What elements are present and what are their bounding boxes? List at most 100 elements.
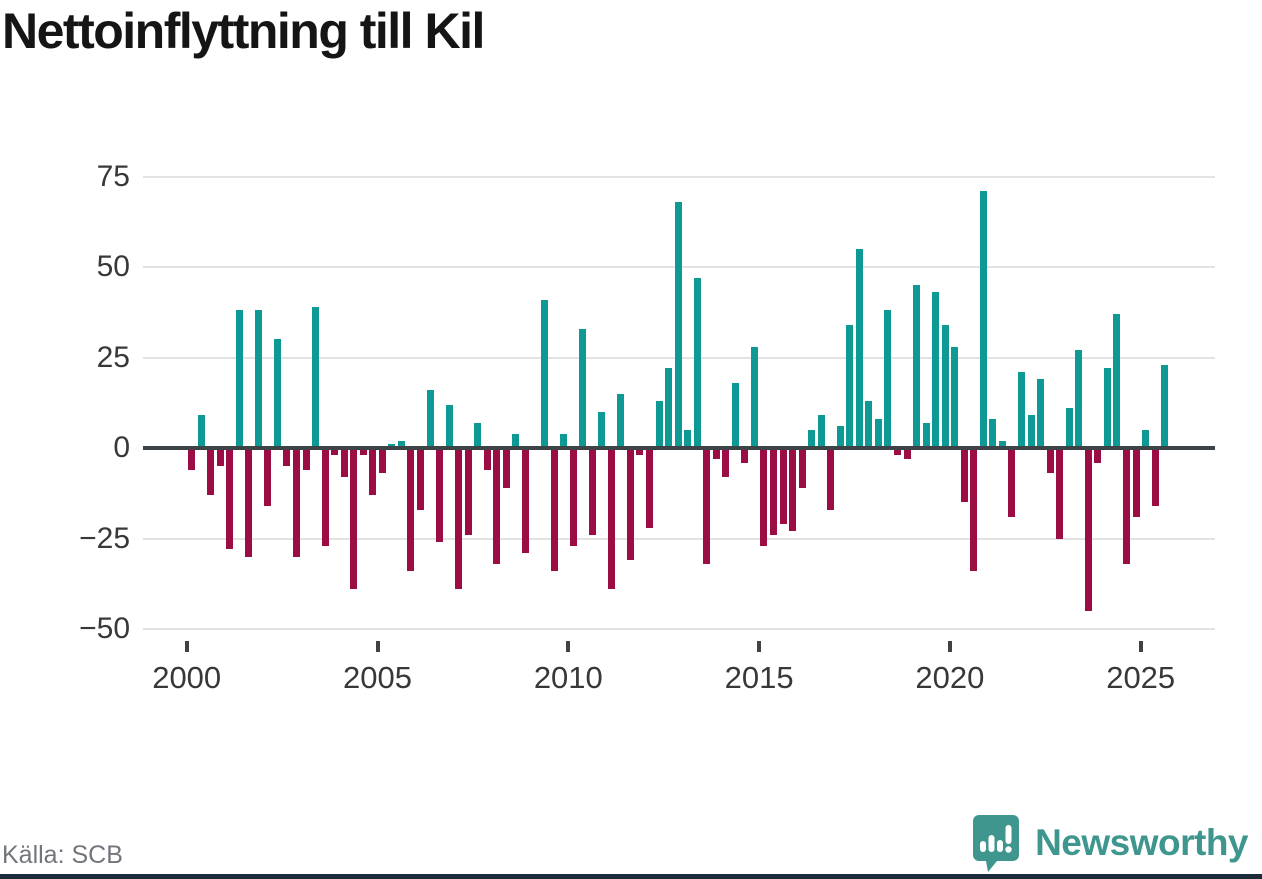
bar-positive [808,429,816,448]
x-axis-year-label: 2000 [152,660,222,695]
bar-negative [378,448,386,474]
bar-positive [312,306,319,448]
bar-positive [817,415,825,448]
bar-positive [913,285,920,448]
x-axis-year-label: 2005 [343,660,412,695]
bar-negative [1094,448,1102,463]
bar-positive [1103,368,1111,448]
bar-positive [1037,379,1045,448]
bar-negative [369,448,377,496]
bar-negative [1151,448,1159,506]
gridline [143,538,1215,540]
x-axis-tick-mark [757,641,762,652]
page-title: Nettoinflyttning till Kil [2,3,485,59]
bar-negative [903,448,911,459]
bar-negative [712,448,720,459]
bar-negative [216,448,224,467]
bar-negative [502,448,510,488]
bottom-accent-strip [0,874,1262,879]
bar-positive [197,415,205,448]
bar-negative [703,448,711,564]
bar-positive [1142,429,1149,448]
bar-negative [340,448,348,477]
bar-positive [693,277,701,448]
bar-negative [283,448,291,467]
gridline [143,176,1215,178]
x-axis-year-label: 2015 [724,660,794,695]
x-axis-year-label: 2025 [1106,660,1176,695]
y-axis-tick-label: −50 [79,612,130,645]
bar-negative [760,448,768,546]
bar-negative [894,448,901,456]
bar-positive [235,310,243,448]
bar-positive [665,368,672,448]
bar-negative [292,448,300,557]
bar-negative [779,448,787,524]
bar-positive [951,346,959,448]
bar-positive [989,419,997,448]
bar-positive [932,292,940,448]
bar-positive [617,393,625,448]
bar-negative [521,448,529,553]
bar-positive [397,440,405,448]
bar-negative [1056,448,1064,539]
bar-positive [426,390,434,448]
bar-positive [1075,350,1083,448]
bar-negative [827,448,835,510]
bar-negative [359,448,367,456]
x-axis-year-label: 2010 [533,660,603,695]
bar-negative [302,448,310,470]
bar-negative [550,448,558,572]
bar-negative [417,448,424,510]
bar-negative [722,448,730,477]
bar-positive [254,310,262,448]
bar-positive [579,328,587,448]
bar-negative [960,448,968,503]
bar-positive [836,426,844,448]
bar-negative [741,448,749,463]
bar-positive [998,440,1006,448]
newsworthy-logo-icon [971,813,1021,873]
bar-positive [1018,372,1025,448]
source-caption: Källa: SCB [2,841,123,869]
bar-negative [645,448,653,528]
bar-positive [598,411,606,448]
bar-positive [445,404,453,448]
y-axis-tick-label: 75 [96,160,130,193]
x-axis-tick-mark [184,641,189,652]
bar-positive [1065,408,1073,448]
bar-negative [569,448,577,546]
bar-positive [731,382,739,448]
x-axis-tick-mark [566,641,571,652]
bar-positive [1113,314,1121,448]
bar-positive [512,433,520,448]
x-axis-tick-mark [375,641,380,652]
bar-negative [331,448,339,456]
bar-positive [684,429,692,448]
bar-positive [855,248,863,448]
y-axis-tick-label: 0 [113,431,130,464]
bar-negative [188,448,195,470]
bar-negative [769,448,777,535]
bar-positive [846,324,854,448]
bar-positive [865,400,873,448]
bar-negative [588,448,596,535]
bar-negative [970,448,978,572]
x-axis-tick-mark [1138,641,1143,652]
bar-negative [1008,448,1016,517]
bar-negative [626,448,634,561]
bar-negative [789,448,796,532]
bar-negative [483,448,491,470]
bar-positive [474,422,482,448]
zero-axis-line [143,446,1215,450]
bar-positive [941,324,949,448]
bar-negative [1046,448,1054,474]
bar-negative [798,448,806,488]
bar-positive [922,422,930,448]
bar-negative [264,448,272,506]
bar-negative [1122,448,1130,564]
bar-negative [464,448,472,535]
newsworthy-logo-text: Newsworthy [1035,822,1248,863]
bar-negative [1084,448,1092,611]
